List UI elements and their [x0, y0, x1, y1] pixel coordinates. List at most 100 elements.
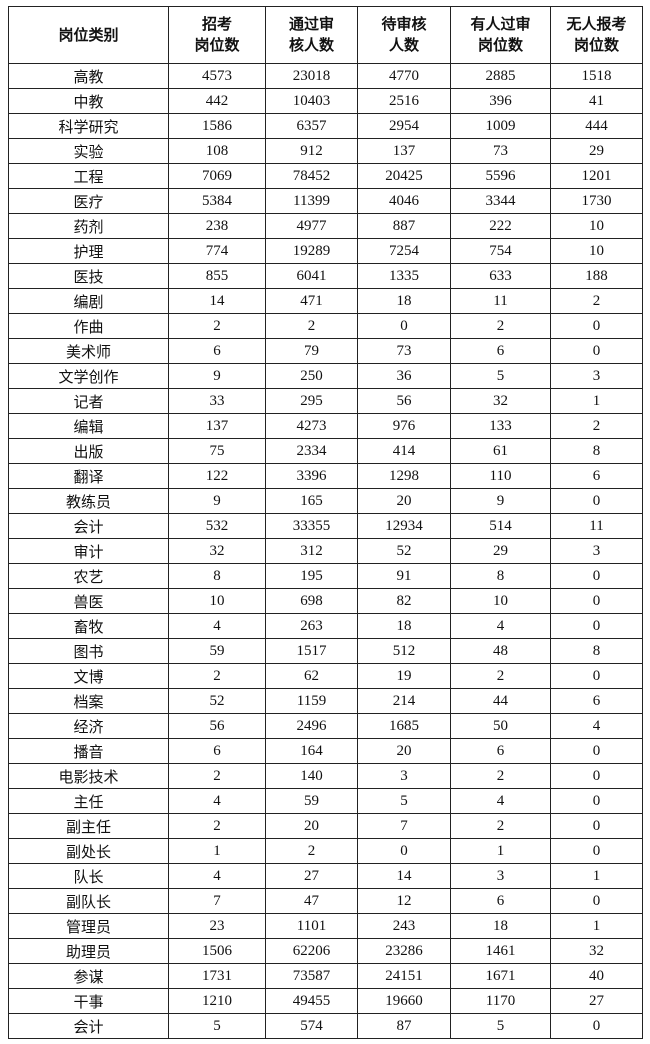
number-cell: 52: [357, 538, 451, 564]
header-cell: 待审核 人数: [357, 6, 451, 64]
number-cell: 1009: [450, 113, 551, 139]
number-cell: 52: [168, 688, 266, 714]
table-row: 队长 4 27 14 3 1: [8, 863, 643, 889]
table-row: 护理 774 19289 7254 754 10: [8, 238, 643, 264]
category-cell: 副队长: [8, 888, 169, 914]
category-cell: 作曲: [8, 313, 169, 339]
number-cell: 4: [168, 613, 266, 639]
category-cell: 经济: [8, 713, 169, 739]
number-cell: 6: [450, 738, 551, 764]
number-cell: 8: [550, 638, 643, 664]
number-cell: 3: [450, 863, 551, 889]
number-cell: 188: [550, 263, 643, 289]
number-cell: 40: [550, 963, 643, 989]
category-cell: 管理员: [8, 913, 169, 939]
number-cell: 4: [168, 788, 266, 814]
header-cell: 无人报考 岗位数: [550, 6, 643, 64]
number-cell: 4: [450, 788, 551, 814]
number-cell: 532: [168, 513, 266, 539]
number-cell: 1298: [357, 463, 451, 489]
number-cell: 7: [168, 888, 266, 914]
category-cell: 翻译: [8, 463, 169, 489]
number-cell: 0: [550, 888, 643, 914]
number-cell: 18: [357, 288, 451, 314]
number-cell: 6041: [265, 263, 358, 289]
number-cell: 976: [357, 413, 451, 439]
number-cell: 10403: [265, 88, 358, 114]
number-cell: 0: [550, 563, 643, 589]
category-cell: 记者: [8, 388, 169, 414]
number-cell: 23018: [265, 63, 358, 89]
number-cell: 1586: [168, 113, 266, 139]
number-cell: 5596: [450, 163, 551, 189]
table-row: 翻译 122 3396 1298 110 6: [8, 463, 643, 489]
number-cell: 137: [168, 413, 266, 439]
number-cell: 27: [265, 863, 358, 889]
table-row: 文学创作 9 250 36 5 3: [8, 363, 643, 389]
number-cell: 1: [550, 863, 643, 889]
number-cell: 1: [450, 838, 551, 864]
number-cell: 59: [168, 638, 266, 664]
category-cell: 出版: [8, 438, 169, 464]
number-cell: 11399: [265, 188, 358, 214]
number-cell: 222: [450, 213, 551, 239]
number-cell: 4977: [265, 213, 358, 239]
number-cell: 2334: [265, 438, 358, 464]
number-cell: 10: [168, 588, 266, 614]
header-cell: 通过审 核人数: [265, 6, 358, 64]
number-cell: 164: [265, 738, 358, 764]
number-cell: 50: [450, 713, 551, 739]
number-cell: 12934: [357, 513, 451, 539]
number-cell: 312: [265, 538, 358, 564]
number-cell: 754: [450, 238, 551, 264]
number-cell: 27: [550, 988, 643, 1014]
number-cell: 10: [550, 238, 643, 264]
number-cell: 11: [550, 513, 643, 539]
category-cell: 医技: [8, 263, 169, 289]
number-cell: 29: [450, 538, 551, 564]
table-row: 副主任 2 20 7 2 0: [8, 813, 643, 839]
number-cell: 32: [168, 538, 266, 564]
category-cell: 会计: [8, 513, 169, 539]
number-cell: 2: [450, 313, 551, 339]
category-cell: 图书: [8, 638, 169, 664]
number-cell: 4: [168, 863, 266, 889]
category-cell: 药剂: [8, 213, 169, 239]
table-row: 教练员 9 165 20 9 0: [8, 488, 643, 514]
number-cell: 5: [357, 788, 451, 814]
number-cell: 19660: [357, 988, 451, 1014]
number-cell: 24151: [357, 963, 451, 989]
category-cell: 工程: [8, 163, 169, 189]
number-cell: 1461: [450, 938, 551, 964]
number-cell: 243: [357, 913, 451, 939]
number-cell: 1101: [265, 913, 358, 939]
table-row: 实验 108 912 137 73 29: [8, 138, 643, 164]
number-cell: 8: [550, 438, 643, 464]
number-cell: 2954: [357, 113, 451, 139]
number-cell: 3: [550, 538, 643, 564]
number-cell: 2516: [357, 88, 451, 114]
number-cell: 18: [357, 613, 451, 639]
number-cell: 1671: [450, 963, 551, 989]
number-cell: 5: [450, 363, 551, 389]
number-cell: 912: [265, 138, 358, 164]
number-cell: 0: [550, 313, 643, 339]
table-row: 农艺 8 195 91 8 0: [8, 563, 643, 589]
category-cell: 畜牧: [8, 613, 169, 639]
data-table: 岗位类别 招考 岗位数 通过审 核人数 待审核 人数 有人过审 岗位数 无人报考 岗位数 …: [8, 6, 643, 1039]
number-cell: 9: [168, 363, 266, 389]
number-cell: 36: [357, 363, 451, 389]
number-cell: 5: [450, 1013, 551, 1039]
table-row: 主任 4 59 5 4 0: [8, 788, 643, 814]
table-row: 记者 33 295 56 32 1: [8, 388, 643, 414]
number-cell: 137: [357, 138, 451, 164]
number-cell: 471: [265, 288, 358, 314]
number-cell: 29: [550, 138, 643, 164]
number-cell: 4: [450, 613, 551, 639]
number-cell: 4770: [357, 63, 451, 89]
category-cell: 副处长: [8, 838, 169, 864]
number-cell: 4273: [265, 413, 358, 439]
number-cell: 61: [450, 438, 551, 464]
number-cell: 73587: [265, 963, 358, 989]
number-cell: 11: [450, 288, 551, 314]
